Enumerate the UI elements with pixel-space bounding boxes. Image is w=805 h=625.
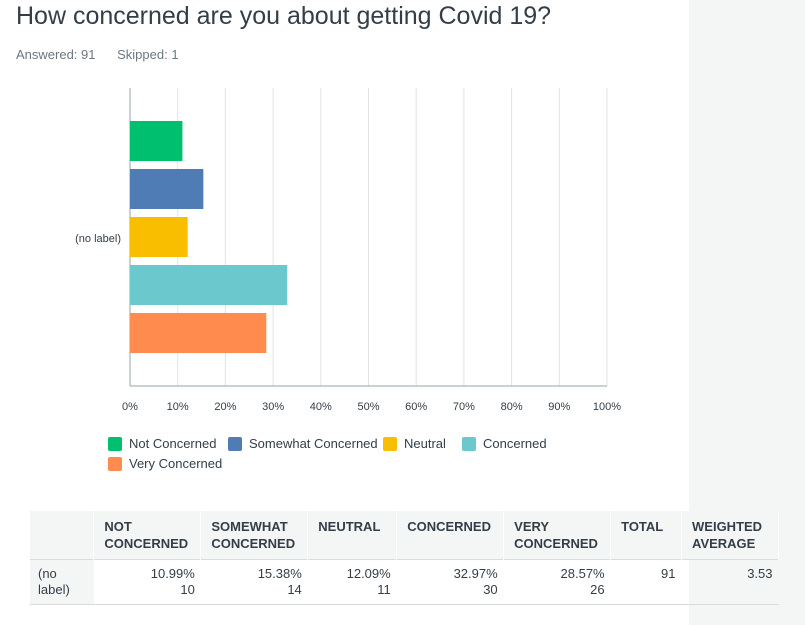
legend-item-very-concerned: Very Concerned [108, 456, 222, 471]
legend-swatch-very-concerned [108, 456, 122, 471]
header-total: TOTAL [610, 511, 683, 560]
row-label: (no label) [30, 559, 94, 605]
cell-very-concerned: 28.57% 26 [503, 559, 611, 605]
cell-count: 30 [483, 582, 498, 597]
header-not-concerned: NOT CONCERNED [93, 511, 202, 560]
x-tick-label: 80% [501, 401, 523, 413]
header-somewhat-concerned: SOMEWHAT CONCERNED [200, 511, 309, 560]
x-tick-label: 50% [357, 401, 379, 413]
x-tick-label: 0% [122, 401, 138, 413]
legend-label-not-concerned: Not Concerned [129, 436, 217, 451]
cell-concerned: 32.97% 30 [396, 559, 504, 605]
x-tick-label: 60% [405, 401, 427, 413]
response-summary: Answered: 91 Skipped: 1 [16, 47, 197, 62]
question-title: How concerned are you about getting Covi… [16, 2, 552, 30]
category-label: (no label) [75, 233, 121, 245]
legend-label-somewhat-concerned: Somewhat Concerned [249, 436, 378, 451]
cell-percent: 28.57% [560, 566, 605, 581]
legend-swatch-not-concerned [108, 436, 122, 451]
cell-total: 91 [610, 559, 682, 605]
legend-item-neutral: Neutral [383, 436, 446, 451]
cell-neutral: 12.09% 11 [307, 559, 397, 605]
skipped-count: Skipped: 1 [117, 47, 179, 62]
legend-item-concerned: Concerned [462, 436, 547, 451]
legend-swatch-concerned [462, 436, 476, 451]
cell-somewhat-concerned: 15.38% 14 [200, 559, 308, 605]
bar-somewhat-concerned [130, 169, 204, 209]
legend-swatch-neutral [383, 436, 397, 451]
x-tick-label: 100% [593, 401, 621, 413]
x-tick-label: 40% [310, 401, 332, 413]
legend-label-very-concerned: Very Concerned [129, 456, 223, 471]
bar-not-concerned [130, 121, 183, 161]
legend-swatch-somewhat-concerned [228, 436, 242, 451]
legend-label-neutral: Neutral [404, 436, 446, 451]
header-weighted-average: WEIGHTED AVERAGE [681, 511, 779, 560]
header-neutral: NEUTRAL [307, 511, 398, 560]
bar-concerned [130, 265, 288, 305]
legend-item-not-concerned: Not Concerned [108, 436, 216, 451]
header-concerned: CONCERNED [396, 511, 505, 560]
cell-count: 11 [377, 582, 391, 597]
cell-count: 10 [180, 582, 195, 597]
cell-percent: 10.99% [150, 566, 195, 581]
cell-percent: 12.09% [346, 566, 391, 581]
table-row: (no label) 10.99% 10 15.38% 14 12.09% 11… [30, 559, 779, 605]
header-very-concerned: VERY CONCERNED [503, 511, 612, 560]
answered-count: Answered: 91 [16, 47, 96, 62]
x-tick-label: 70% [453, 401, 475, 413]
bar-chart: 0% 10% 20% 30% 40% 50% 60% 70% 80% 90% 100% (no lab… [75, 88, 621, 413]
cell-count: 26 [590, 582, 605, 597]
results-table: NOT CONCERNED SOMEWHAT CONCERNED NEUTRAL… [30, 511, 779, 605]
x-tick-label: 30% [262, 401, 284, 413]
bar-neutral [130, 217, 188, 257]
header-corner [30, 511, 95, 560]
cell-not-concerned: 10.99% 10 [93, 559, 201, 605]
x-tick-label: 90% [548, 401, 570, 413]
x-tick-label: 10% [167, 401, 189, 413]
legend-item-somewhat-concerned: Somewhat Concerned [228, 436, 378, 451]
cell-percent: 15.38% [257, 566, 302, 581]
legend-label-concerned: Concerned [483, 436, 547, 451]
cell-percent: 32.97% [453, 566, 498, 581]
cell-weighted-average: 3.53 [681, 559, 779, 605]
bar-very-concerned [130, 313, 267, 353]
x-tick-label: 20% [214, 401, 236, 413]
table-header-row: NOT CONCERNED SOMEWHAT CONCERNED NEUTRAL… [30, 511, 779, 560]
cell-count: 14 [287, 582, 302, 597]
